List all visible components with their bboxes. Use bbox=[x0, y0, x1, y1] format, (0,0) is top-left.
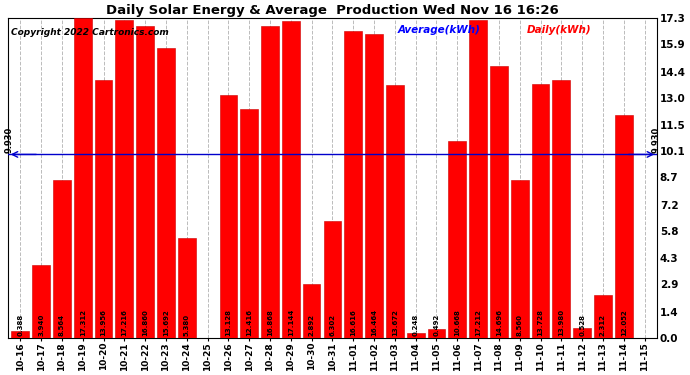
Text: 16.464: 16.464 bbox=[371, 309, 377, 336]
Text: 2.312: 2.312 bbox=[600, 314, 606, 336]
Bar bbox=[407, 333, 424, 338]
Text: 17.216: 17.216 bbox=[121, 309, 128, 336]
Bar bbox=[178, 238, 195, 338]
Bar bbox=[261, 26, 279, 338]
Text: 0.248: 0.248 bbox=[413, 314, 419, 336]
Text: 9.930: 9.930 bbox=[4, 126, 13, 153]
Text: 0.528: 0.528 bbox=[579, 314, 585, 336]
Text: 8.560: 8.560 bbox=[517, 314, 523, 336]
Text: 16.868: 16.868 bbox=[267, 309, 273, 336]
Text: 14.696: 14.696 bbox=[496, 309, 502, 336]
Bar bbox=[219, 95, 237, 338]
Bar bbox=[594, 295, 612, 338]
Text: Average(kWh): Average(kWh) bbox=[397, 25, 480, 35]
Bar bbox=[74, 18, 92, 338]
Bar bbox=[303, 284, 320, 338]
Text: 13.956: 13.956 bbox=[101, 309, 106, 336]
Text: 16.616: 16.616 bbox=[351, 309, 356, 336]
Text: 17.144: 17.144 bbox=[288, 308, 294, 336]
Bar bbox=[448, 141, 466, 338]
Bar bbox=[324, 221, 342, 338]
Text: 9.930: 9.930 bbox=[651, 126, 660, 153]
Text: 2.892: 2.892 bbox=[308, 314, 315, 336]
Text: 13.728: 13.728 bbox=[538, 309, 544, 336]
Text: 17.312: 17.312 bbox=[80, 309, 86, 336]
Text: Daily(kWh): Daily(kWh) bbox=[527, 25, 592, 35]
Bar bbox=[240, 108, 258, 338]
Text: 6.302: 6.302 bbox=[329, 314, 335, 336]
Bar bbox=[386, 86, 404, 338]
Bar bbox=[32, 265, 50, 338]
Bar bbox=[282, 21, 299, 338]
Text: 5.380: 5.380 bbox=[184, 314, 190, 336]
Text: 13.672: 13.672 bbox=[392, 309, 398, 336]
Bar bbox=[428, 329, 445, 338]
Bar bbox=[553, 80, 570, 338]
Bar bbox=[365, 34, 383, 338]
Text: 10.668: 10.668 bbox=[454, 309, 460, 336]
Bar bbox=[532, 84, 549, 338]
Bar bbox=[157, 48, 175, 338]
Bar bbox=[615, 115, 633, 338]
Text: 17.212: 17.212 bbox=[475, 309, 481, 336]
Bar bbox=[53, 180, 71, 338]
Bar bbox=[12, 331, 29, 338]
Bar bbox=[511, 180, 529, 338]
Bar bbox=[469, 20, 487, 338]
Bar bbox=[573, 328, 591, 338]
Bar bbox=[137, 27, 154, 338]
Bar bbox=[490, 66, 508, 338]
Text: 0.492: 0.492 bbox=[433, 314, 440, 336]
Text: 13.128: 13.128 bbox=[226, 309, 231, 336]
Bar bbox=[344, 31, 362, 338]
Title: Daily Solar Energy & Average  Production Wed Nov 16 16:26: Daily Solar Energy & Average Production … bbox=[106, 4, 559, 17]
Bar bbox=[115, 20, 133, 338]
Text: 16.860: 16.860 bbox=[142, 309, 148, 336]
Text: Copyright 2022 Cartronics.com: Copyright 2022 Cartronics.com bbox=[11, 28, 169, 37]
Bar bbox=[95, 80, 112, 338]
Text: 0.388: 0.388 bbox=[17, 314, 23, 336]
Text: 15.692: 15.692 bbox=[163, 309, 169, 336]
Text: 3.940: 3.940 bbox=[38, 313, 44, 336]
Text: 12.416: 12.416 bbox=[246, 309, 253, 336]
Text: 12.052: 12.052 bbox=[621, 309, 627, 336]
Text: 8.564: 8.564 bbox=[59, 314, 65, 336]
Text: 13.980: 13.980 bbox=[558, 309, 564, 336]
